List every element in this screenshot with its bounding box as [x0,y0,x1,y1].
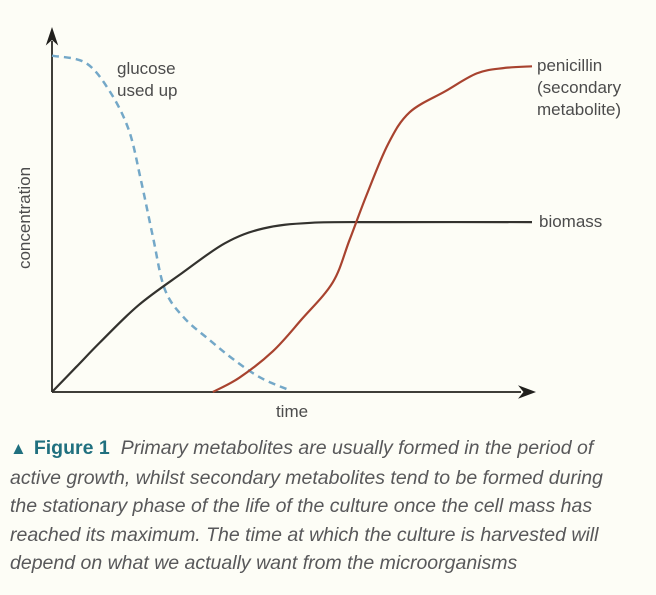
caption-line-4: reached its maximum. The time at which t… [10,523,599,546]
caption-line-2: active growth, whilst secondary metaboli… [10,466,603,489]
caption-line-1: ▲ Figure 1 Primary metabolites are usually… [10,434,656,464]
series-path-glucose [51,54,291,392]
penicillin-curve-label: penicillin (secondary metabolite) [537,56,622,119]
chart-canvas [45,27,536,399]
biomass-curve-label: biomass [539,212,603,231]
y-axis-arrow-icon [45,27,59,46]
glucose-curve-label: glucose used up [117,59,178,100]
figure-marker-icon: ▲ [10,439,27,458]
x-axis-arrow-icon [518,385,536,399]
caption-text-1: Primary metabolites are usually formed i… [120,437,594,459]
chart-area: concentration time glucose used up penic… [15,27,622,421]
y-axis-label: concentration [15,166,34,270]
figure-caption: ▲ Figure 1 Primary metabolites are usually… [10,434,656,578]
x-axis-label: time [275,402,309,421]
caption-line-5: depend on what we actually want from the… [10,552,518,575]
series-path-penicillin [212,65,533,393]
figure-label: Figure 1 [33,437,110,459]
caption-line-3: the stationary phase of the life of the … [10,495,593,518]
series-path-biomass [51,220,533,393]
